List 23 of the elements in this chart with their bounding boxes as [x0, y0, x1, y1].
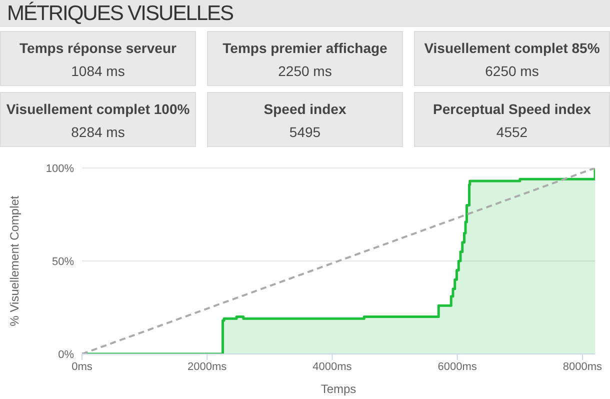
- text: 5495: [288, 124, 322, 140]
- text: Speed index: [262, 101, 348, 117]
- x-tick-label: 6000ms: [438, 360, 478, 373]
- y-axis-title: % Visuellement Complet: [7, 195, 22, 326]
- text: 4552: [495, 124, 529, 140]
- text: 6250 ms: [484, 63, 540, 79]
- x-axis-title: Temps: [320, 382, 356, 396]
- y-tick-label: 100%: [46, 162, 74, 175]
- text: Temps premier affichage: [222, 40, 388, 56]
- text: Visuellement complet 85%: [423, 40, 601, 56]
- x-tick-label: 0ms: [72, 360, 93, 373]
- text: Visuellement complet 100%: [5, 101, 191, 117]
- text: Perceptual Speed index: [432, 101, 592, 117]
- text: 8284 ms: [70, 124, 126, 140]
- text: 2250 ms: [277, 63, 333, 79]
- text: MÉTRIQUES VISUELLES: [0, 0, 610, 27]
- text: Temps réponse serveur: [18, 40, 178, 56]
- text: 1084 ms: [70, 63, 126, 79]
- x-tick-label: 8000ms: [562, 360, 603, 373]
- x-tick-label: 4000ms: [312, 360, 352, 373]
- y-tick-label: 50%: [52, 256, 74, 268]
- y-tick-label: 0%: [58, 348, 74, 361]
- x-tick-label: 2000ms: [188, 360, 228, 373]
